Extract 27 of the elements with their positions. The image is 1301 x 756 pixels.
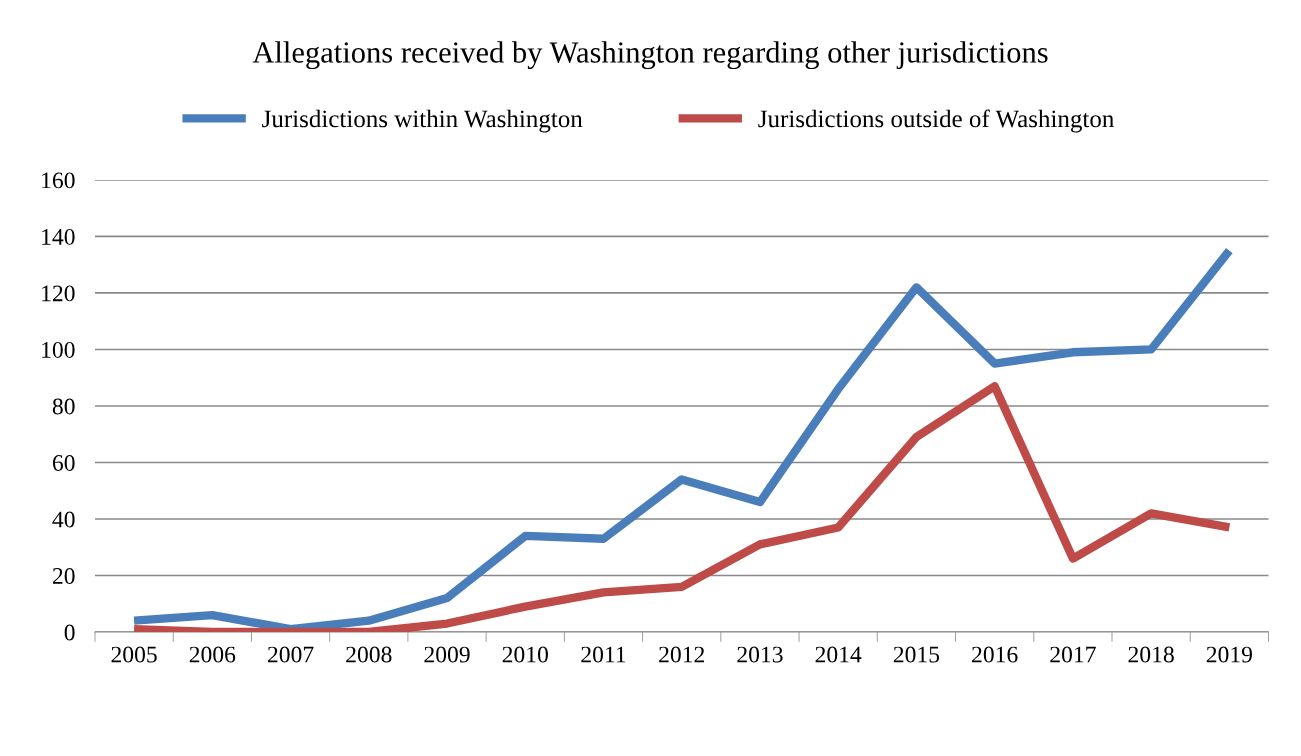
chart-title: Allegations received by Washington regarding other jurisdictions	[252, 41, 1048, 70]
x-tick-label: 2016	[972, 646, 1018, 663]
y-tick-label: 160	[42, 172, 75, 189]
y-tick-label: 100	[42, 341, 75, 358]
y-tick-label: 0	[64, 624, 75, 641]
y-tick-label: 140	[42, 228, 75, 245]
x-tick-label: 2009	[424, 646, 470, 663]
y-tick-label: 60	[52, 454, 75, 471]
legend-label: Jurisdictions outside of Washington	[758, 109, 1114, 133]
x-tick-label: 2010	[502, 646, 548, 663]
x-tick-label: 2013	[737, 646, 783, 663]
x-tick-label: 2007	[267, 646, 314, 663]
x-tick-label: 2012	[659, 646, 705, 663]
x-tick-label: 2018	[1128, 646, 1174, 663]
x-tick-label: 2019	[1206, 646, 1252, 663]
y-tick-label: 120	[42, 285, 75, 302]
x-tick-label: 2005	[111, 646, 157, 663]
x-tick-label: 2011	[581, 646, 626, 663]
x-tick-label: 2014	[815, 646, 862, 663]
y-tick-label: 80	[52, 398, 75, 415]
x-tick-label: 2008	[346, 646, 392, 663]
legend-label: Jurisdictions within Washington	[262, 109, 583, 133]
x-tick-label: 2015	[893, 646, 940, 663]
x-tick-label: 2017	[1050, 646, 1096, 663]
y-tick-label: 40	[52, 511, 75, 528]
y-tick-label: 20	[52, 568, 75, 584]
x-tick-label: 2006	[189, 646, 236, 663]
